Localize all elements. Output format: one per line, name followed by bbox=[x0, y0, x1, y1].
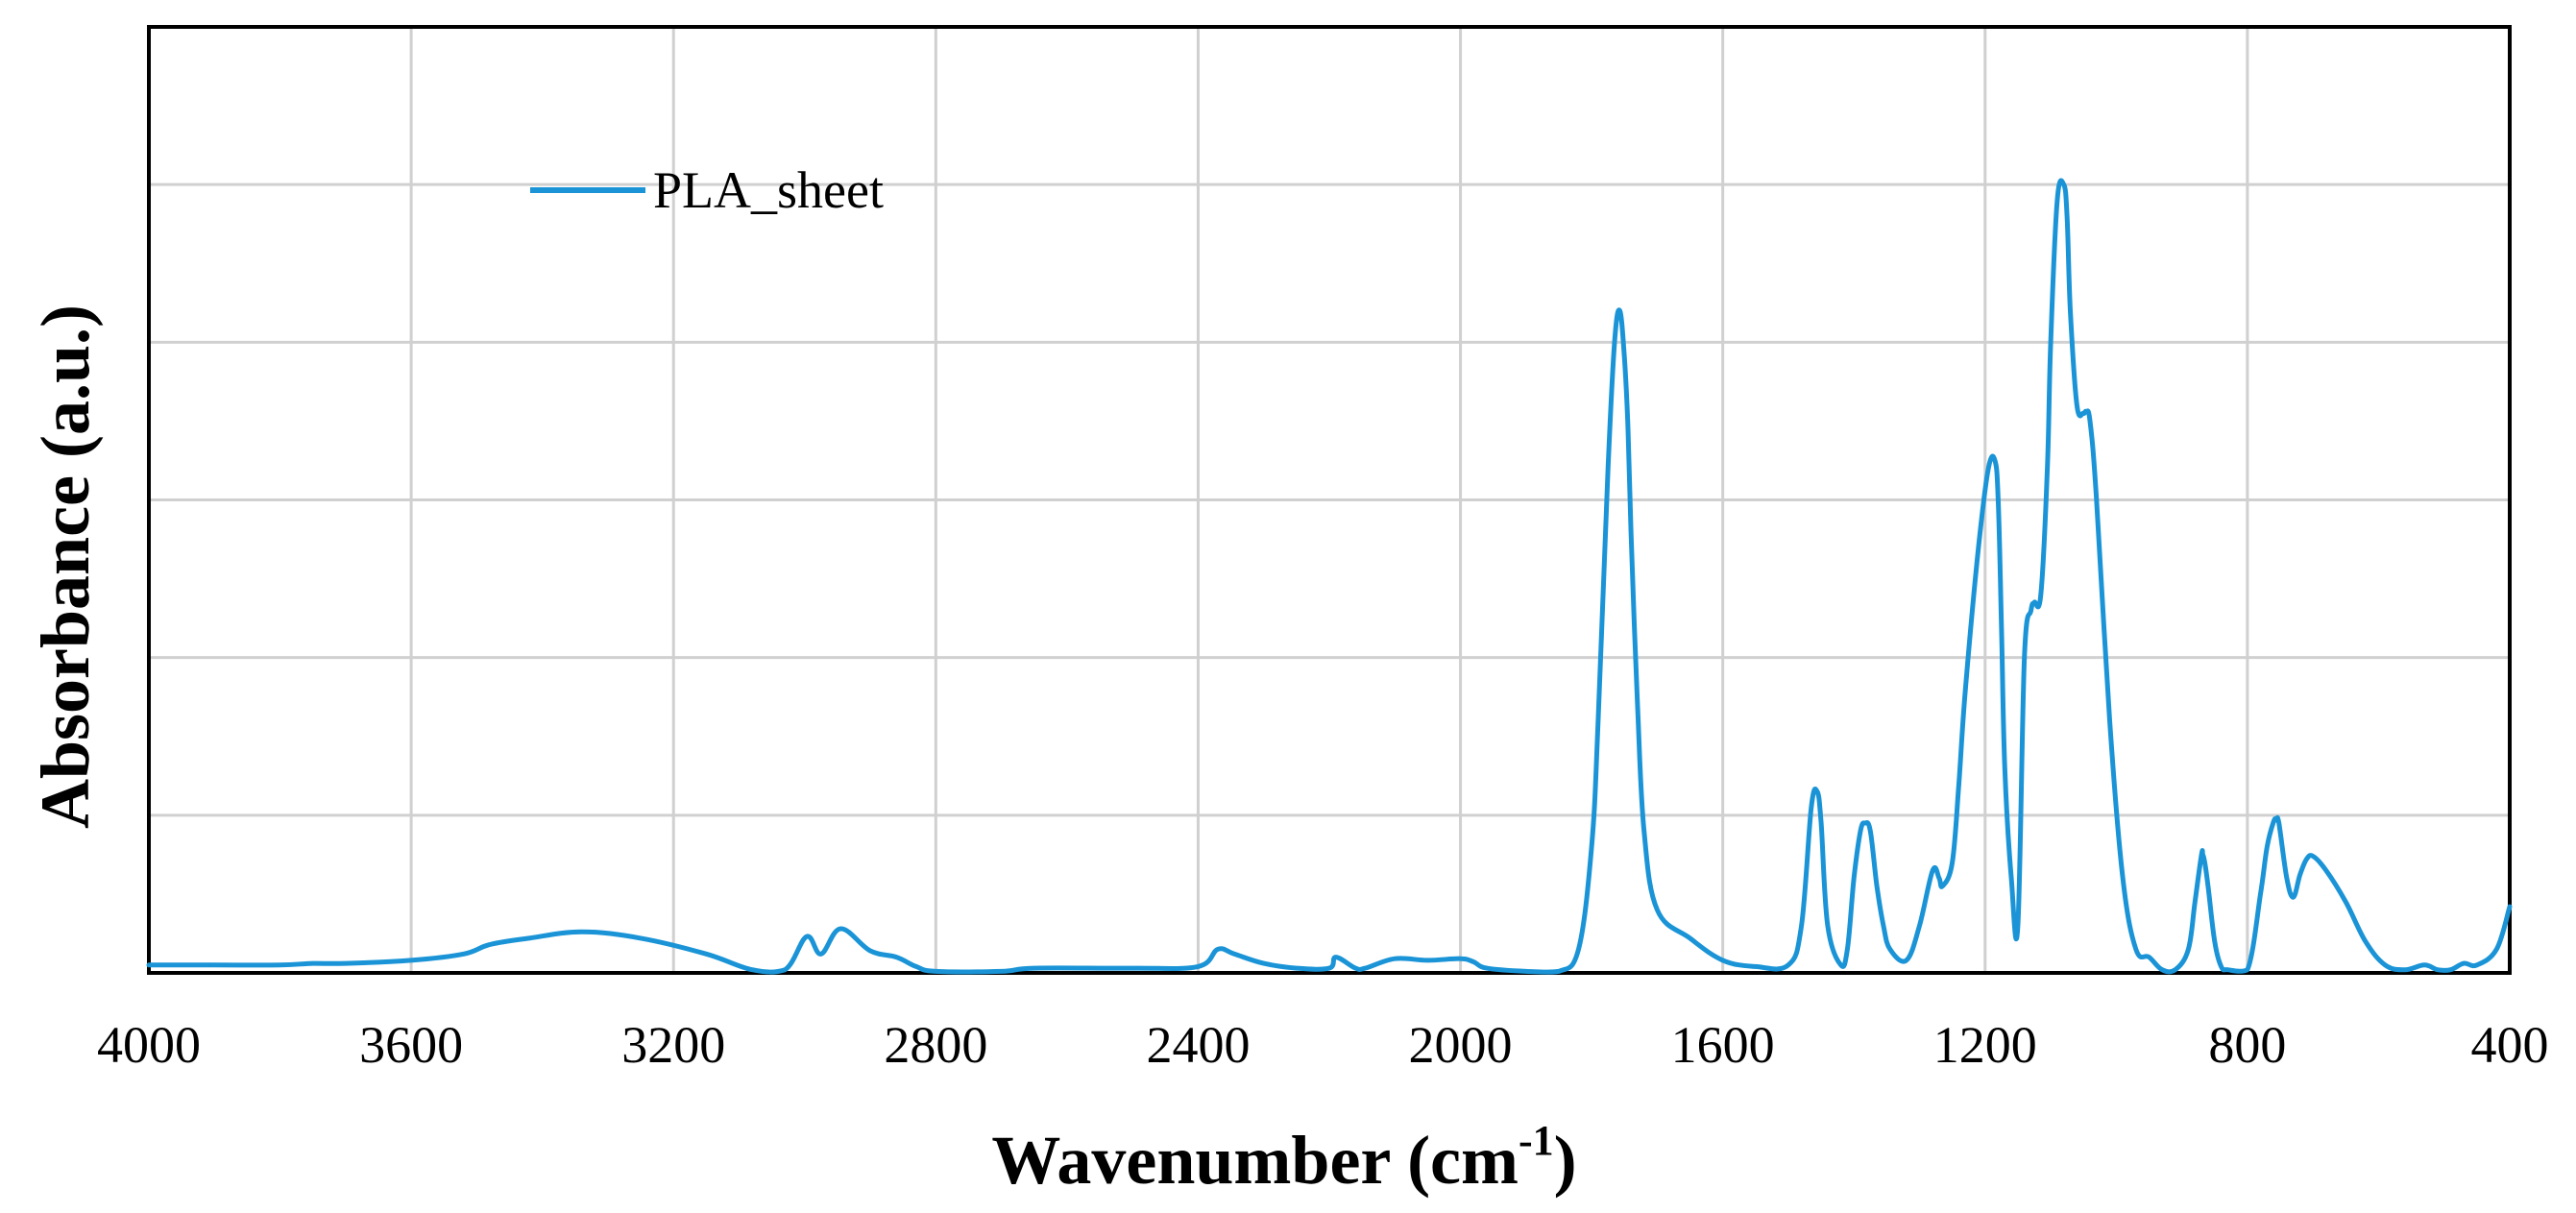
x-axis-title: Wavenumber (cm-1) bbox=[991, 1117, 1576, 1199]
x-axis-title-suffix: ) bbox=[1554, 1122, 1577, 1199]
x-tick-label-1200: 1200 bbox=[1933, 1016, 2037, 1074]
grid-lines bbox=[149, 27, 2510, 973]
x-tick-label-4000: 4000 bbox=[97, 1016, 201, 1074]
x-tick-label-1600: 1600 bbox=[1671, 1016, 1775, 1074]
x-tick-label-3200: 3200 bbox=[621, 1016, 725, 1074]
x-tick-label-2400: 2400 bbox=[1146, 1016, 1250, 1074]
x-tick-labels: 4000 3600 3200 2800 2400 2000 1600 1200 800 400 bbox=[97, 1016, 2549, 1074]
x-tick-label-800: 800 bbox=[2208, 1016, 2286, 1074]
y-axis-title: Absorbance (a.u.) bbox=[27, 304, 104, 829]
legend-label-pla-sheet: PLA_sheet bbox=[653, 161, 884, 219]
x-axis-title-main: Wavenumber (cm bbox=[991, 1122, 1519, 1199]
legend: PLA_sheet bbox=[530, 161, 884, 219]
series-line-pla-sheet bbox=[146, 178, 2513, 975]
series-layer bbox=[146, 178, 2513, 975]
x-tick-label-2800: 2800 bbox=[884, 1016, 987, 1074]
x-axis-title-superscript: -1 bbox=[1519, 1117, 1554, 1164]
x-tick-label-400: 400 bbox=[2471, 1016, 2549, 1074]
x-tick-label-2000: 2000 bbox=[1409, 1016, 1513, 1074]
x-tick-label-3600: 3600 bbox=[359, 1016, 463, 1074]
plot-frame bbox=[147, 25, 2512, 975]
